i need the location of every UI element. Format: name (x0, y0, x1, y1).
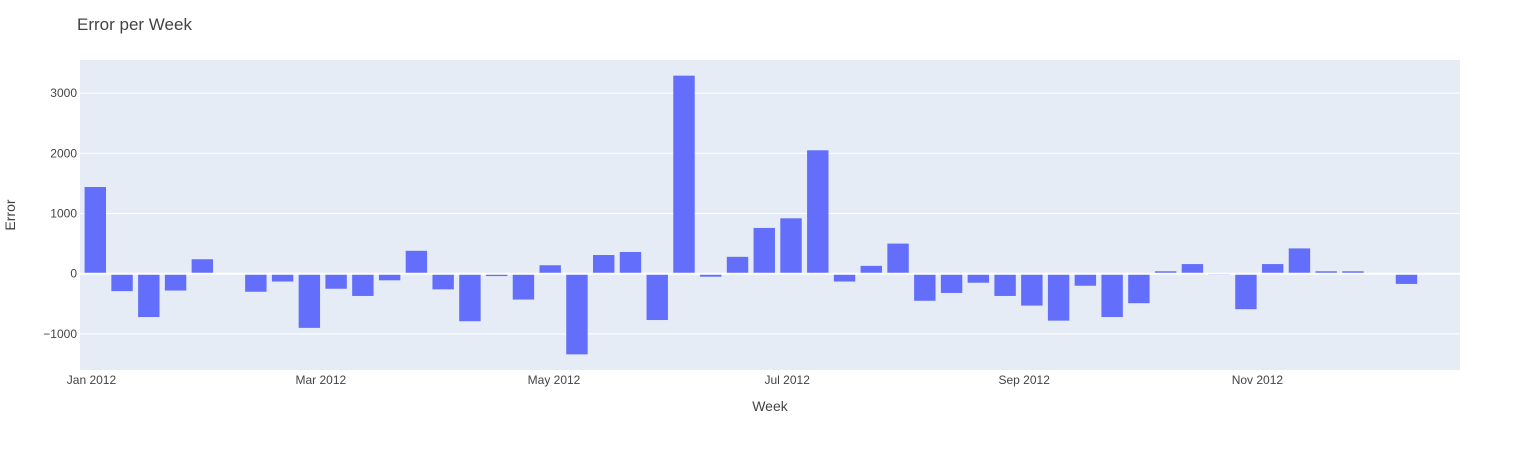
bars (84, 75, 1418, 355)
bar (1074, 273, 1097, 286)
bar (1261, 264, 1284, 274)
bar (1395, 273, 1418, 284)
bar (271, 273, 294, 282)
bar (1154, 271, 1177, 274)
bar (807, 150, 829, 274)
bar (138, 273, 160, 318)
bar (245, 273, 267, 292)
bar (1342, 271, 1364, 274)
bar (753, 227, 775, 274)
bar (619, 252, 642, 274)
bar (325, 273, 347, 289)
plot-area (80, 60, 1460, 370)
bar (860, 265, 883, 274)
bar (512, 273, 535, 300)
bar (191, 259, 214, 274)
bar (298, 273, 321, 328)
y-axis-title: Error (2, 199, 18, 230)
bar (994, 273, 1016, 296)
y-tick-label: 1000 (50, 206, 77, 220)
bar (378, 273, 401, 281)
x-tick-label: Jul 2012 (765, 373, 811, 387)
y-tick-label: −1000 (43, 327, 77, 341)
bar (405, 250, 428, 274)
bar (700, 273, 722, 277)
bar (887, 243, 909, 274)
y-axis: −1000 0 1000 2000 3000 (43, 86, 77, 341)
bar (566, 273, 588, 355)
bar (1021, 273, 1043, 306)
bar (485, 273, 508, 277)
bar (1288, 248, 1311, 274)
bar (1235, 273, 1257, 310)
x-tick-label: Jan 2012 (67, 373, 117, 387)
bar (1101, 273, 1123, 318)
y-tick-label: 3000 (50, 86, 77, 100)
bar (432, 273, 454, 290)
bar (914, 273, 936, 301)
y-tick-label: 0 (70, 267, 77, 281)
gridlines (80, 92, 1460, 335)
bar (726, 256, 749, 274)
bar (593, 255, 615, 274)
bar (1181, 264, 1204, 274)
bar (164, 273, 187, 291)
bar (967, 273, 990, 283)
bar (940, 273, 963, 293)
x-tick-label: Sep 2012 (999, 373, 1051, 387)
bar (1315, 271, 1337, 274)
bar (111, 273, 133, 292)
bar (1047, 273, 1070, 321)
x-axis: Jan 2012 Mar 2012 May 2012 Jul 2012 Sep 2012… (67, 373, 1284, 387)
bar (1128, 273, 1150, 304)
x-tick-label: Nov 2012 (1232, 373, 1284, 387)
bar (833, 273, 856, 282)
bar (780, 218, 802, 274)
bar (459, 273, 481, 322)
chart-title: Error per Week (77, 15, 192, 34)
bar (673, 75, 695, 274)
bar (539, 265, 561, 274)
bar (646, 273, 668, 321)
y-tick-label: 2000 (50, 146, 77, 160)
x-tick-label: Mar 2012 (295, 373, 346, 387)
bar (352, 273, 374, 296)
x-axis-title: Week (752, 398, 789, 414)
x-tick-label: May 2012 (528, 373, 581, 387)
bar (84, 187, 106, 274)
